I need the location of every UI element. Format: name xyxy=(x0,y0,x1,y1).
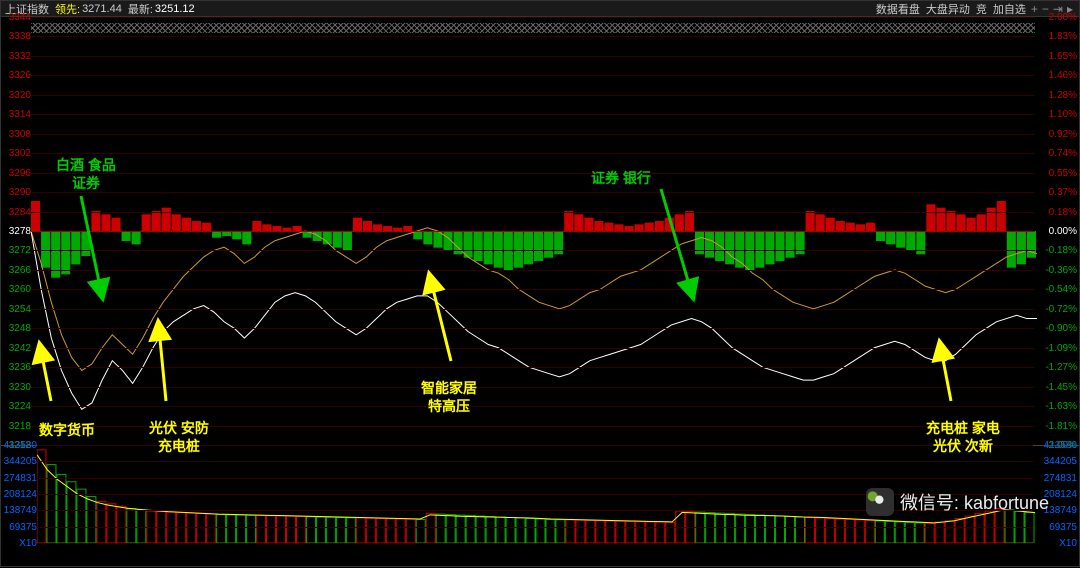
opt-bid[interactable]: 竞 xyxy=(976,1,987,17)
opt-add[interactable]: 加自选 xyxy=(993,1,1026,17)
latest-value: 3251.12 xyxy=(155,3,195,15)
lead-value: 3271.44 xyxy=(82,3,122,15)
latest-label: 最新: xyxy=(128,1,153,17)
chart-container: 上证指数 领先: 3271.44 最新: 3251.12 数据看盘 大盘异动 竞… xyxy=(0,0,1080,567)
header-bar: 上证指数 领先: 3271.44 最新: 3251.12 数据看盘 大盘异动 竞… xyxy=(1,1,1079,17)
menu-market[interactable]: 大盘异动 xyxy=(926,1,970,17)
watermark: 微信号: kabfortune xyxy=(866,488,1049,516)
wechat-icon xyxy=(866,488,894,516)
watermark-text: 微信号: kabfortune xyxy=(900,489,1049,515)
menu-data[interactable]: 数据看盘 xyxy=(876,1,920,17)
lead-label: 领先: xyxy=(55,1,80,17)
main-chart: 33442.00%33381.83%33321.65%33261.46%3320… xyxy=(1,17,1079,445)
